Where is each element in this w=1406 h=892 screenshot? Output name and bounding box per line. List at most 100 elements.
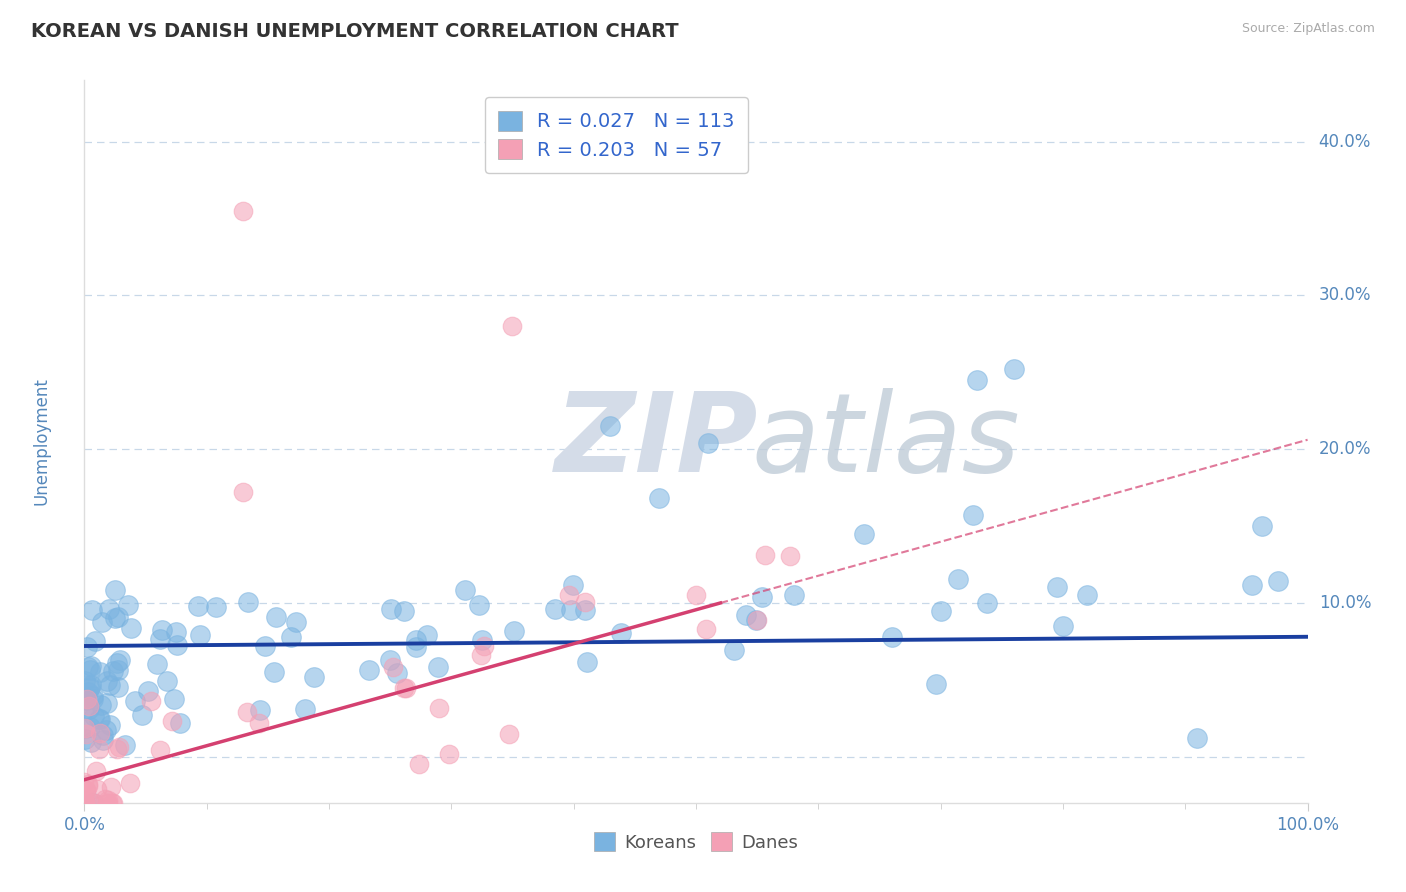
Point — [77, 684, 100, 698]
Point — [498, 726, 520, 740]
Point — [1052, 619, 1074, 633]
Point — [574, 594, 596, 608]
Point — [166, 638, 188, 652]
Point — [84, 764, 107, 778]
Point — [131, 708, 153, 723]
Point — [723, 643, 745, 657]
Point — [87, 741, 110, 756]
Point — [695, 622, 717, 636]
Point — [929, 604, 952, 618]
Point — [75, 693, 97, 707]
Point — [79, 698, 101, 713]
Point — [105, 742, 128, 756]
Point — [471, 632, 494, 647]
Point — [104, 583, 127, 598]
Point — [392, 681, 415, 695]
Point — [114, 738, 136, 752]
Point — [149, 632, 172, 646]
Point — [80, 678, 103, 692]
Point — [136, 683, 159, 698]
Point — [249, 702, 271, 716]
Point — [405, 640, 427, 654]
Point — [89, 665, 111, 679]
Point — [97, 796, 120, 810]
Point — [745, 613, 768, 627]
Point — [574, 603, 596, 617]
Point — [235, 705, 257, 719]
Point — [73, 796, 96, 810]
Point — [105, 656, 128, 670]
Point — [80, 658, 103, 673]
Point — [79, 680, 101, 694]
Point — [1046, 580, 1069, 594]
Point — [89, 725, 111, 739]
Point — [73, 796, 96, 810]
Point — [77, 776, 100, 790]
Point — [232, 485, 254, 500]
Point — [380, 653, 402, 667]
Point — [73, 774, 96, 789]
Point — [82, 796, 104, 810]
Text: 30.0%: 30.0% — [1319, 286, 1371, 304]
Point — [77, 702, 100, 716]
Text: atlas: atlas — [751, 388, 1019, 495]
Point — [561, 578, 583, 592]
Point — [232, 203, 254, 218]
Point — [610, 625, 633, 640]
Point — [302, 670, 325, 684]
Text: Source: ZipAtlas.com: Source: ZipAtlas.com — [1241, 22, 1375, 36]
Point — [107, 610, 129, 624]
Point — [98, 602, 121, 616]
Point — [91, 728, 114, 742]
Point — [294, 702, 316, 716]
Point — [82, 690, 104, 704]
Point — [1251, 519, 1274, 533]
Point — [75, 783, 97, 797]
Point — [560, 602, 582, 616]
Point — [73, 721, 96, 735]
Point — [1241, 578, 1264, 592]
Point — [117, 598, 139, 612]
Point — [73, 691, 96, 706]
Point — [437, 747, 460, 761]
Point — [948, 572, 970, 586]
Point — [97, 792, 120, 806]
Point — [254, 640, 277, 654]
Point — [73, 702, 96, 716]
Point — [392, 604, 415, 618]
Point — [120, 621, 142, 635]
Point — [87, 712, 110, 726]
Point — [427, 660, 450, 674]
Point — [1187, 731, 1209, 746]
Point — [94, 792, 117, 806]
Point — [685, 588, 707, 602]
Point — [82, 796, 104, 810]
Point — [427, 700, 450, 714]
Point — [1267, 574, 1289, 588]
Point — [77, 780, 100, 794]
Point — [359, 663, 381, 677]
Point — [502, 319, 524, 334]
Point — [966, 373, 988, 387]
Point — [155, 673, 177, 688]
Text: 40.0%: 40.0% — [1319, 133, 1371, 151]
Point — [73, 796, 96, 810]
Point — [751, 590, 773, 604]
Text: 20.0%: 20.0% — [1319, 441, 1371, 458]
Point — [73, 794, 96, 808]
Point — [89, 712, 111, 726]
Point — [468, 598, 491, 612]
Point — [91, 615, 114, 629]
Point — [395, 681, 418, 695]
Point — [754, 548, 776, 562]
Point — [880, 630, 903, 644]
Point — [405, 633, 427, 648]
Point — [79, 663, 101, 677]
Point — [382, 660, 405, 674]
Text: KOREAN VS DANISH UNEMPLOYMENT CORRELATION CHART: KOREAN VS DANISH UNEMPLOYMENT CORRELATIO… — [31, 22, 679, 41]
Point — [76, 660, 98, 674]
Point — [73, 796, 96, 810]
Point — [853, 527, 876, 541]
Point — [79, 681, 101, 695]
Point — [108, 740, 131, 755]
